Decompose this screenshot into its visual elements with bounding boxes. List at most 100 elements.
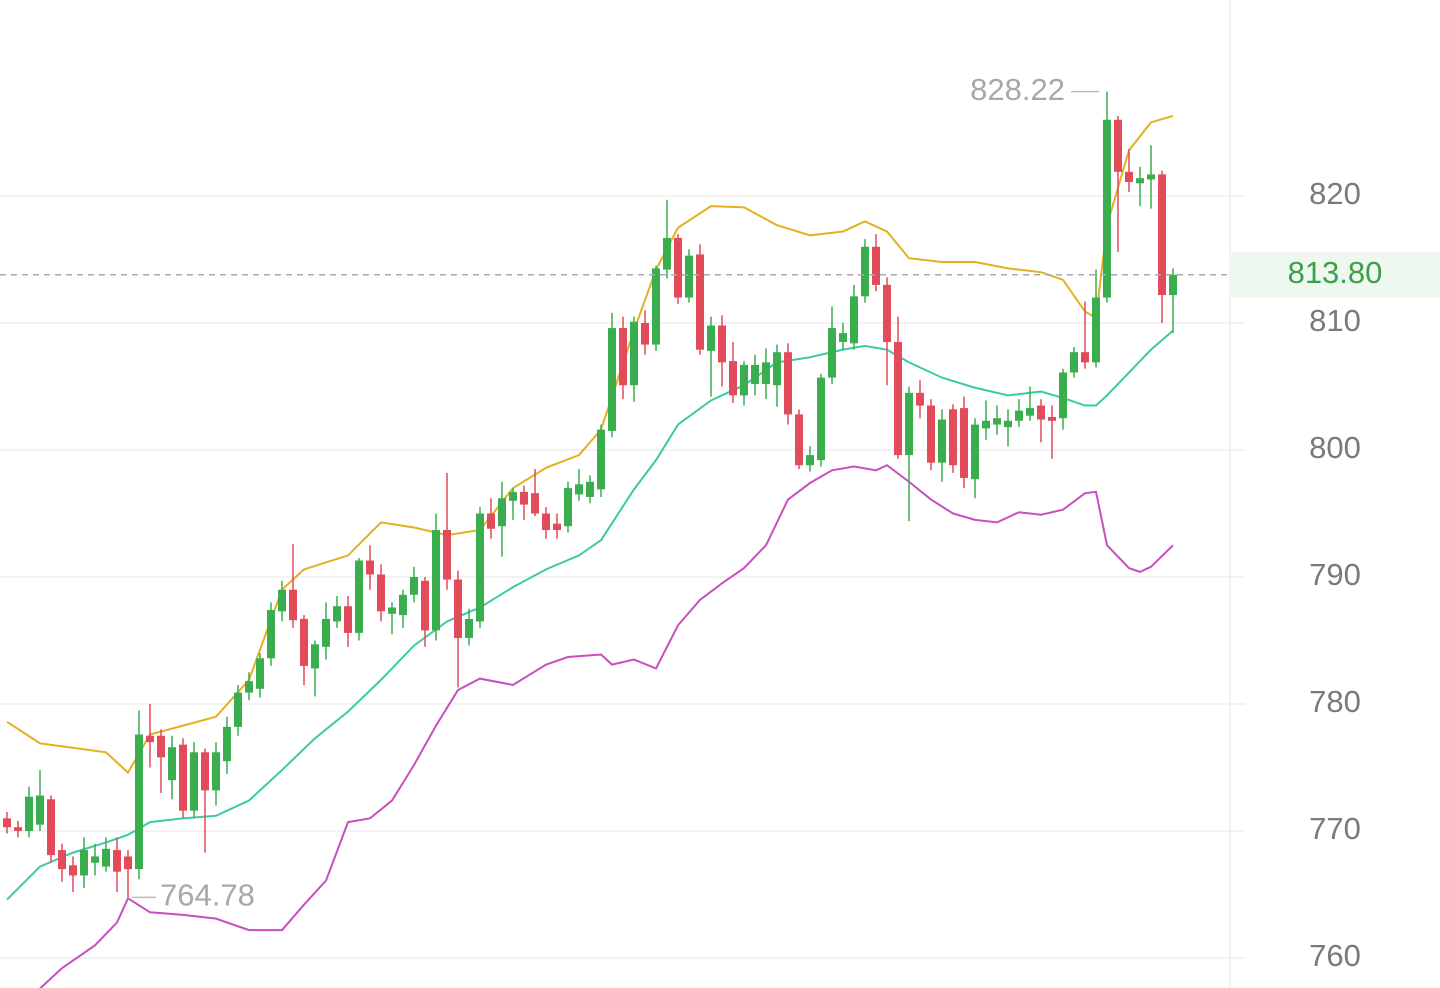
- candle-body: [432, 530, 440, 631]
- candle-body: [520, 491, 528, 505]
- candle-body: [1147, 174, 1155, 180]
- candle-body: [311, 644, 319, 669]
- min-label: 764.78: [160, 878, 255, 913]
- candle-body: [509, 491, 517, 501]
- candle-body: [410, 577, 418, 595]
- candle-body: [399, 594, 407, 616]
- candle-body: [135, 734, 143, 870]
- candle-body: [190, 752, 198, 811]
- candle-body: [608, 328, 616, 431]
- candle-body: [278, 589, 286, 612]
- candle-body: [69, 865, 77, 876]
- band-line: [6, 329, 1174, 901]
- candle-body: [630, 321, 638, 386]
- candle-body: [157, 735, 165, 758]
- candle-body: [168, 747, 176, 781]
- candle-body: [47, 799, 55, 856]
- candle-body: [1114, 119, 1122, 172]
- candle-body: [1015, 410, 1023, 421]
- candle-body: [905, 392, 913, 456]
- y-tick-label: 780: [1309, 684, 1361, 719]
- candle-body: [245, 681, 253, 693]
- candle-body: [1125, 171, 1133, 183]
- candle-body: [586, 481, 594, 497]
- candle-body: [1059, 372, 1067, 419]
- candle-body: [883, 284, 891, 343]
- candle-body: [971, 424, 979, 480]
- candle-body: [487, 513, 495, 529]
- candle-body: [993, 418, 1001, 425]
- candle-body: [1070, 352, 1078, 373]
- candle-body: [762, 362, 770, 384]
- candle-body: [1037, 405, 1045, 420]
- candle-body: [916, 392, 924, 406]
- candle-body: [828, 328, 836, 378]
- candle-body: [465, 618, 473, 638]
- band-line: [39, 464, 1174, 988]
- candle-body: [597, 429, 605, 490]
- candle-body: [476, 513, 484, 622]
- candle-body: [531, 493, 539, 514]
- candle-body: [982, 420, 990, 429]
- candle-body: [388, 607, 396, 614]
- candle-body: [1081, 352, 1089, 363]
- candle-body: [498, 498, 506, 527]
- candle-body: [806, 455, 814, 466]
- y-tick-label: 760: [1309, 938, 1361, 973]
- candle-body: [894, 342, 902, 456]
- max-label: 828.22: [970, 72, 1065, 107]
- candle-body: [333, 606, 341, 622]
- candle-body: [1004, 420, 1012, 428]
- candle-body: [234, 692, 242, 727]
- candle-body: [1026, 408, 1034, 416]
- candle-body: [113, 850, 121, 872]
- candle-body: [124, 856, 132, 870]
- candle-body: [366, 560, 374, 575]
- candle-body: [740, 364, 748, 396]
- candle-body: [938, 419, 946, 463]
- candle-body: [1103, 119, 1111, 298]
- candle-body: [36, 795, 44, 825]
- candle-body: [927, 405, 935, 463]
- candle-body: [256, 658, 264, 689]
- candle-body: [80, 850, 88, 876]
- candle-body: [300, 618, 308, 666]
- band-line: [6, 114, 1174, 775]
- candle-body: [201, 752, 209, 791]
- candle-body: [91, 856, 99, 863]
- candle-body: [179, 744, 187, 811]
- candle-body: [960, 408, 968, 478]
- y-tick-label: 820: [1309, 176, 1361, 211]
- candle-body: [377, 574, 385, 612]
- candle-body: [223, 726, 231, 762]
- candle-body: [839, 333, 847, 343]
- candle-body: [564, 488, 572, 527]
- candle-body: [674, 237, 682, 298]
- candle-body: [1136, 178, 1144, 184]
- candle-body: [146, 735, 154, 743]
- candle-body: [102, 848, 110, 867]
- candle-body: [344, 606, 352, 633]
- candle-body: [14, 827, 22, 832]
- candle-body: [1048, 416, 1056, 421]
- y-tick-label: 800: [1309, 430, 1361, 465]
- candle-body: [663, 237, 671, 270]
- candle-body: [1169, 274, 1177, 296]
- candle-body: [322, 618, 330, 647]
- candle-body: [421, 580, 429, 631]
- candle-body: [267, 610, 275, 659]
- last-price-label: 813.80: [1288, 255, 1383, 290]
- candle-body: [3, 818, 11, 828]
- candle-body: [685, 255, 693, 298]
- candle-body: [212, 752, 220, 791]
- y-tick-label: 770: [1309, 811, 1361, 846]
- candle-body: [1158, 174, 1166, 296]
- candle-body: [784, 352, 792, 415]
- candle-body: [641, 322, 649, 345]
- candle-body: [575, 484, 583, 495]
- candle-body: [696, 254, 704, 350]
- y-tick-label: 810: [1309, 303, 1361, 338]
- candle-body: [817, 377, 825, 461]
- candle-body: [729, 361, 737, 396]
